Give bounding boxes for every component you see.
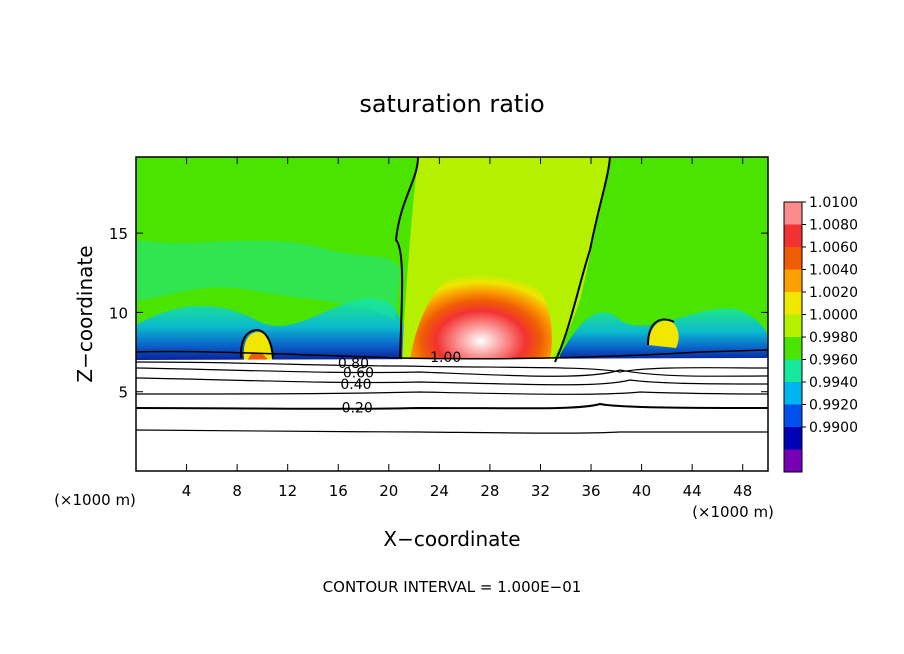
x-tick-label: 44 xyxy=(683,482,702,500)
contour-label: 0.80 xyxy=(338,356,369,372)
contour-label: 0.40 xyxy=(340,377,371,393)
cell-right xyxy=(648,320,679,348)
contour-cloud-left xyxy=(394,157,419,358)
contour-cell-right xyxy=(647,318,675,346)
colorbar-label: 0.9900 xyxy=(809,420,858,436)
colorbar-label: 1.0000 xyxy=(809,308,858,324)
contour-lines xyxy=(136,157,768,434)
contour-080 xyxy=(136,361,768,373)
colorbar-label: 1.0100 xyxy=(809,195,858,211)
colorbar-swatch xyxy=(784,292,802,315)
colorbar-swatch xyxy=(784,269,802,293)
y-tick-label: 5 xyxy=(118,384,128,402)
colorbar-label: 1.0020 xyxy=(809,285,858,301)
colorbar-swatch xyxy=(784,404,802,428)
y-axis: 5 10 15 xyxy=(109,225,768,402)
x-tick-label: 4 xyxy=(182,482,192,500)
chart-title: saturation ratio xyxy=(359,90,544,118)
dry-band-left xyxy=(136,298,420,360)
colorbar-label: 0.9980 xyxy=(809,330,858,346)
colorbar-swatch xyxy=(784,382,802,405)
x-axis: 4 8 12 16 20 24 28 32 36 40 44 48 xyxy=(182,157,752,500)
dry-region xyxy=(136,358,768,471)
y-axis-label: Z−coordinate xyxy=(73,245,97,382)
contour-labels: 1.00 0.800.600.40 0.20 xyxy=(338,350,461,417)
x-tick-label: 16 xyxy=(329,482,348,500)
cloud-core xyxy=(410,264,552,360)
x-tick-label: 32 xyxy=(531,482,550,500)
colorbar-label: 0.9960 xyxy=(809,353,858,369)
contour-030 xyxy=(136,391,768,395)
contour-060 xyxy=(136,367,768,377)
x-tick-label: 12 xyxy=(278,482,297,500)
colorbar-label: 1.0080 xyxy=(809,218,858,234)
contour-label: 0.20 xyxy=(342,401,373,417)
colorbar-label: 0.9940 xyxy=(809,375,858,391)
contour-cell xyxy=(239,328,274,359)
colorbar-swatch xyxy=(784,449,802,473)
plot-area xyxy=(136,157,768,471)
colorbar-swatch xyxy=(784,224,802,248)
colorbar: 1.0100 1.0080 1.0060 1.0040 1.0020 1.0000 0.99… xyxy=(783,195,858,473)
x-axis-label: X−coordinate xyxy=(383,527,520,551)
cell-left-core xyxy=(248,352,268,360)
contour-label: 0.60 xyxy=(343,366,374,382)
x-tick-label: 28 xyxy=(480,482,499,500)
x-tick-label: 20 xyxy=(379,482,398,500)
colorbar-swatch xyxy=(784,337,802,360)
x-tick-label: 36 xyxy=(581,482,600,500)
colorbar-swatch xyxy=(784,202,802,225)
x-tick-label: 8 xyxy=(232,482,242,500)
x-tick-label: 48 xyxy=(733,482,752,500)
x-tick-label: 40 xyxy=(632,482,651,500)
colorbar-label: 1.0040 xyxy=(809,263,858,279)
colorbar-label: 1.0060 xyxy=(809,240,858,256)
contour-010 xyxy=(136,429,768,434)
contour-040 xyxy=(136,377,768,386)
contour-020 xyxy=(136,402,768,410)
contour-interval-note: CONTOUR INTERVAL = 1.000E−01 xyxy=(323,578,582,596)
cyan-haze-left xyxy=(136,240,400,320)
colorbar-swatch xyxy=(784,314,802,338)
x-unit-left: (×1000 m) xyxy=(54,491,136,509)
colorbar-label: 0.9920 xyxy=(809,398,858,414)
plot-frame xyxy=(135,156,769,472)
contour-100 xyxy=(136,349,768,360)
colorbar-swatch xyxy=(784,427,802,450)
contour-label: 1.00 xyxy=(430,350,461,366)
y-tick-label: 10 xyxy=(109,304,128,322)
contour-cloud-right xyxy=(554,157,611,363)
x-tick-label: 24 xyxy=(430,482,449,500)
colorbar-swatch xyxy=(784,247,802,270)
x-unit-right: (×1000 m) xyxy=(692,503,774,521)
y-tick-label: 15 xyxy=(109,225,128,243)
colorbar-swatch xyxy=(784,359,802,383)
